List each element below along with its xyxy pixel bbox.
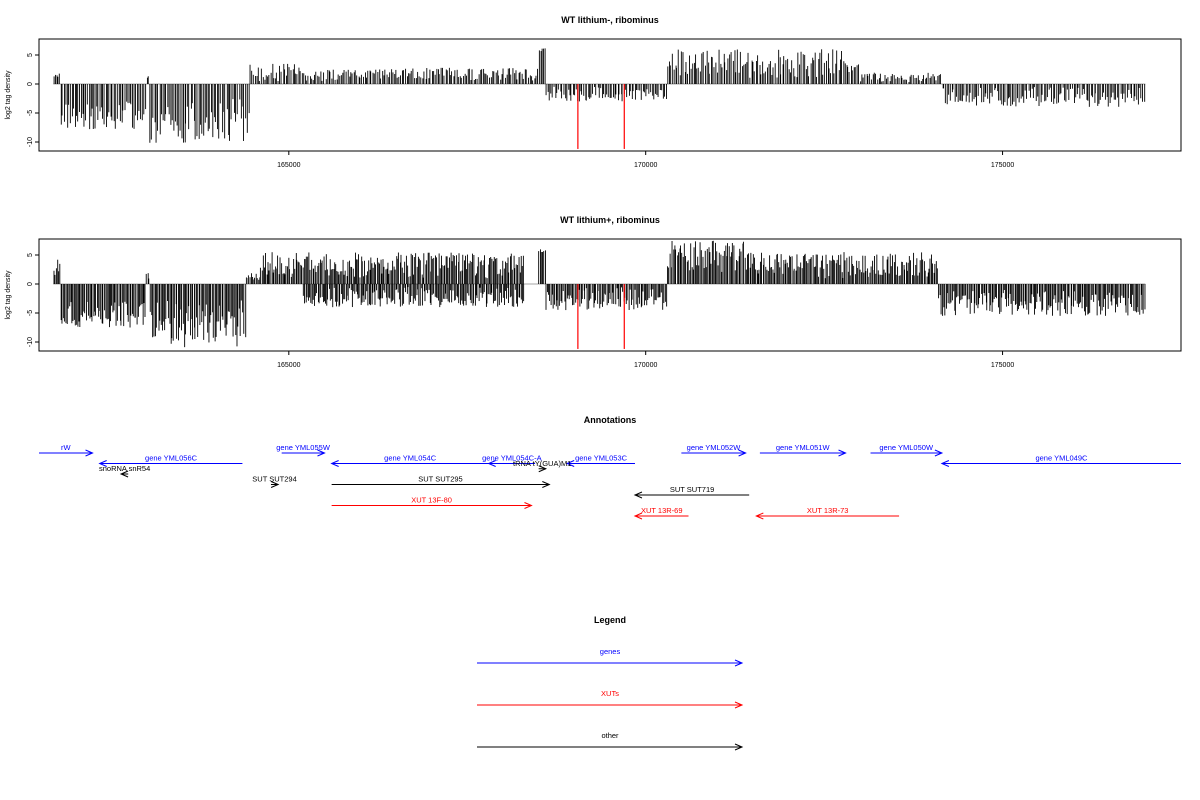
feature-label: gene YML055W [276, 443, 331, 452]
annotations-panel: Annotations rW gene YML056C gene YML055W ge… [39, 415, 1181, 520]
feature-label: gene YML051W [776, 443, 831, 452]
feature-arrowhead [119, 470, 129, 478]
panel-1-frame [38, 38, 1182, 152]
feature-arrowhead [542, 481, 551, 488]
feature-arrowhead [633, 512, 643, 520]
panel-2-frame [38, 238, 1182, 352]
feature-arrowhead [838, 449, 847, 457]
x-tick-label: 165000 [277, 362, 300, 369]
feature-arrowhead [317, 449, 326, 457]
y-tick-label: 5 [27, 253, 34, 257]
y-tick-label: 0 [27, 82, 34, 86]
panel-1-bars [53, 48, 1146, 149]
panel-1: WT lithium-, ribominus log2 tag density … [5, 15, 1182, 169]
x-tick-label: 170000 [634, 362, 657, 369]
feature-label: gene YML054C-A [482, 454, 541, 463]
feature-label: rW [61, 443, 71, 452]
feature-arrowhead [524, 502, 533, 509]
feature-arrowhead [270, 481, 280, 488]
feature-arrowhead [98, 460, 107, 467]
legend-label: XUTs [601, 689, 619, 698]
feature-arrowhead [85, 449, 94, 457]
legend-label: other [601, 731, 619, 740]
feature-label: SUT SUT295 [418, 475, 462, 484]
feature-label: gene YML052W [687, 443, 742, 452]
feature-arrowhead [934, 449, 944, 457]
y-tick-label: 0 [27, 282, 34, 286]
panel-1-ylabel: log2 tag density [5, 70, 12, 120]
feature-arrowhead [538, 465, 548, 473]
panel-1-axes: -10 -5 0 5 165000 170000 175000 [27, 53, 1014, 169]
legend-entries: genes XUTs other [477, 647, 744, 751]
feature-label: gene YML056C [145, 454, 198, 463]
panel-2-axes: -10 -5 0 5 165000 170000 175000 [27, 253, 1014, 369]
feature-label: gene YML049C [1035, 454, 1088, 463]
y-tick-label: -5 [27, 110, 34, 116]
feature-label: gene YML054C [384, 454, 437, 463]
y-tick-label: -10 [27, 137, 34, 147]
panel-2-ylabel: log2 tag density [5, 270, 12, 320]
y-tick-label: -10 [27, 337, 34, 347]
feature-arrowhead [633, 491, 643, 499]
annotation-features: rW gene YML056C gene YML055W gene YML054C ge… [39, 443, 1181, 520]
feature-label: XUT 13R-69 [641, 506, 683, 515]
x-tick-label: 175000 [991, 362, 1014, 369]
feature-arrowhead [940, 460, 950, 467]
panel-2-title: WT lithium+, ribominus [560, 215, 660, 225]
annotations-title: Annotations [584, 415, 637, 425]
legend-arrowhead [734, 701, 744, 709]
feature-label: XUT 13R-73 [807, 506, 849, 515]
feature-label: SUT SUT719 [670, 485, 714, 494]
y-tick-label: 5 [27, 53, 34, 57]
legend-label: genes [600, 647, 621, 656]
x-tick-label: 165000 [277, 162, 300, 169]
feature-label: XUT 13F-80 [411, 496, 452, 505]
legend-panel: Legend genes XUTs other [477, 615, 744, 751]
feature-arrowhead [755, 512, 764, 520]
panel-2: WT lithium+, ribominus log2 tag density … [5, 215, 1182, 369]
feature-arrowhead [738, 449, 747, 457]
legend-title: Legend [594, 615, 626, 625]
feature-arrowhead [487, 460, 496, 467]
feature-arrowhead [565, 460, 575, 467]
x-tick-label: 170000 [634, 162, 657, 169]
panel-1-title: WT lithium-, ribominus [561, 15, 659, 25]
legend-arrowhead [734, 743, 744, 751]
feature-label: tRNA tY(GUA)M1 [513, 459, 571, 468]
feature-label: SUT SUT294 [252, 475, 296, 484]
x-tick-label: 175000 [991, 162, 1014, 169]
feature-arrowhead [330, 460, 339, 467]
legend-arrowhead [734, 659, 744, 667]
feature-label: snoRNA snR54 [99, 464, 150, 473]
panel-2-bars [53, 240, 1146, 349]
feature-label: gene YML053C [575, 454, 628, 463]
feature-label: gene YML050W [879, 443, 934, 452]
y-tick-label: -5 [27, 310, 34, 316]
